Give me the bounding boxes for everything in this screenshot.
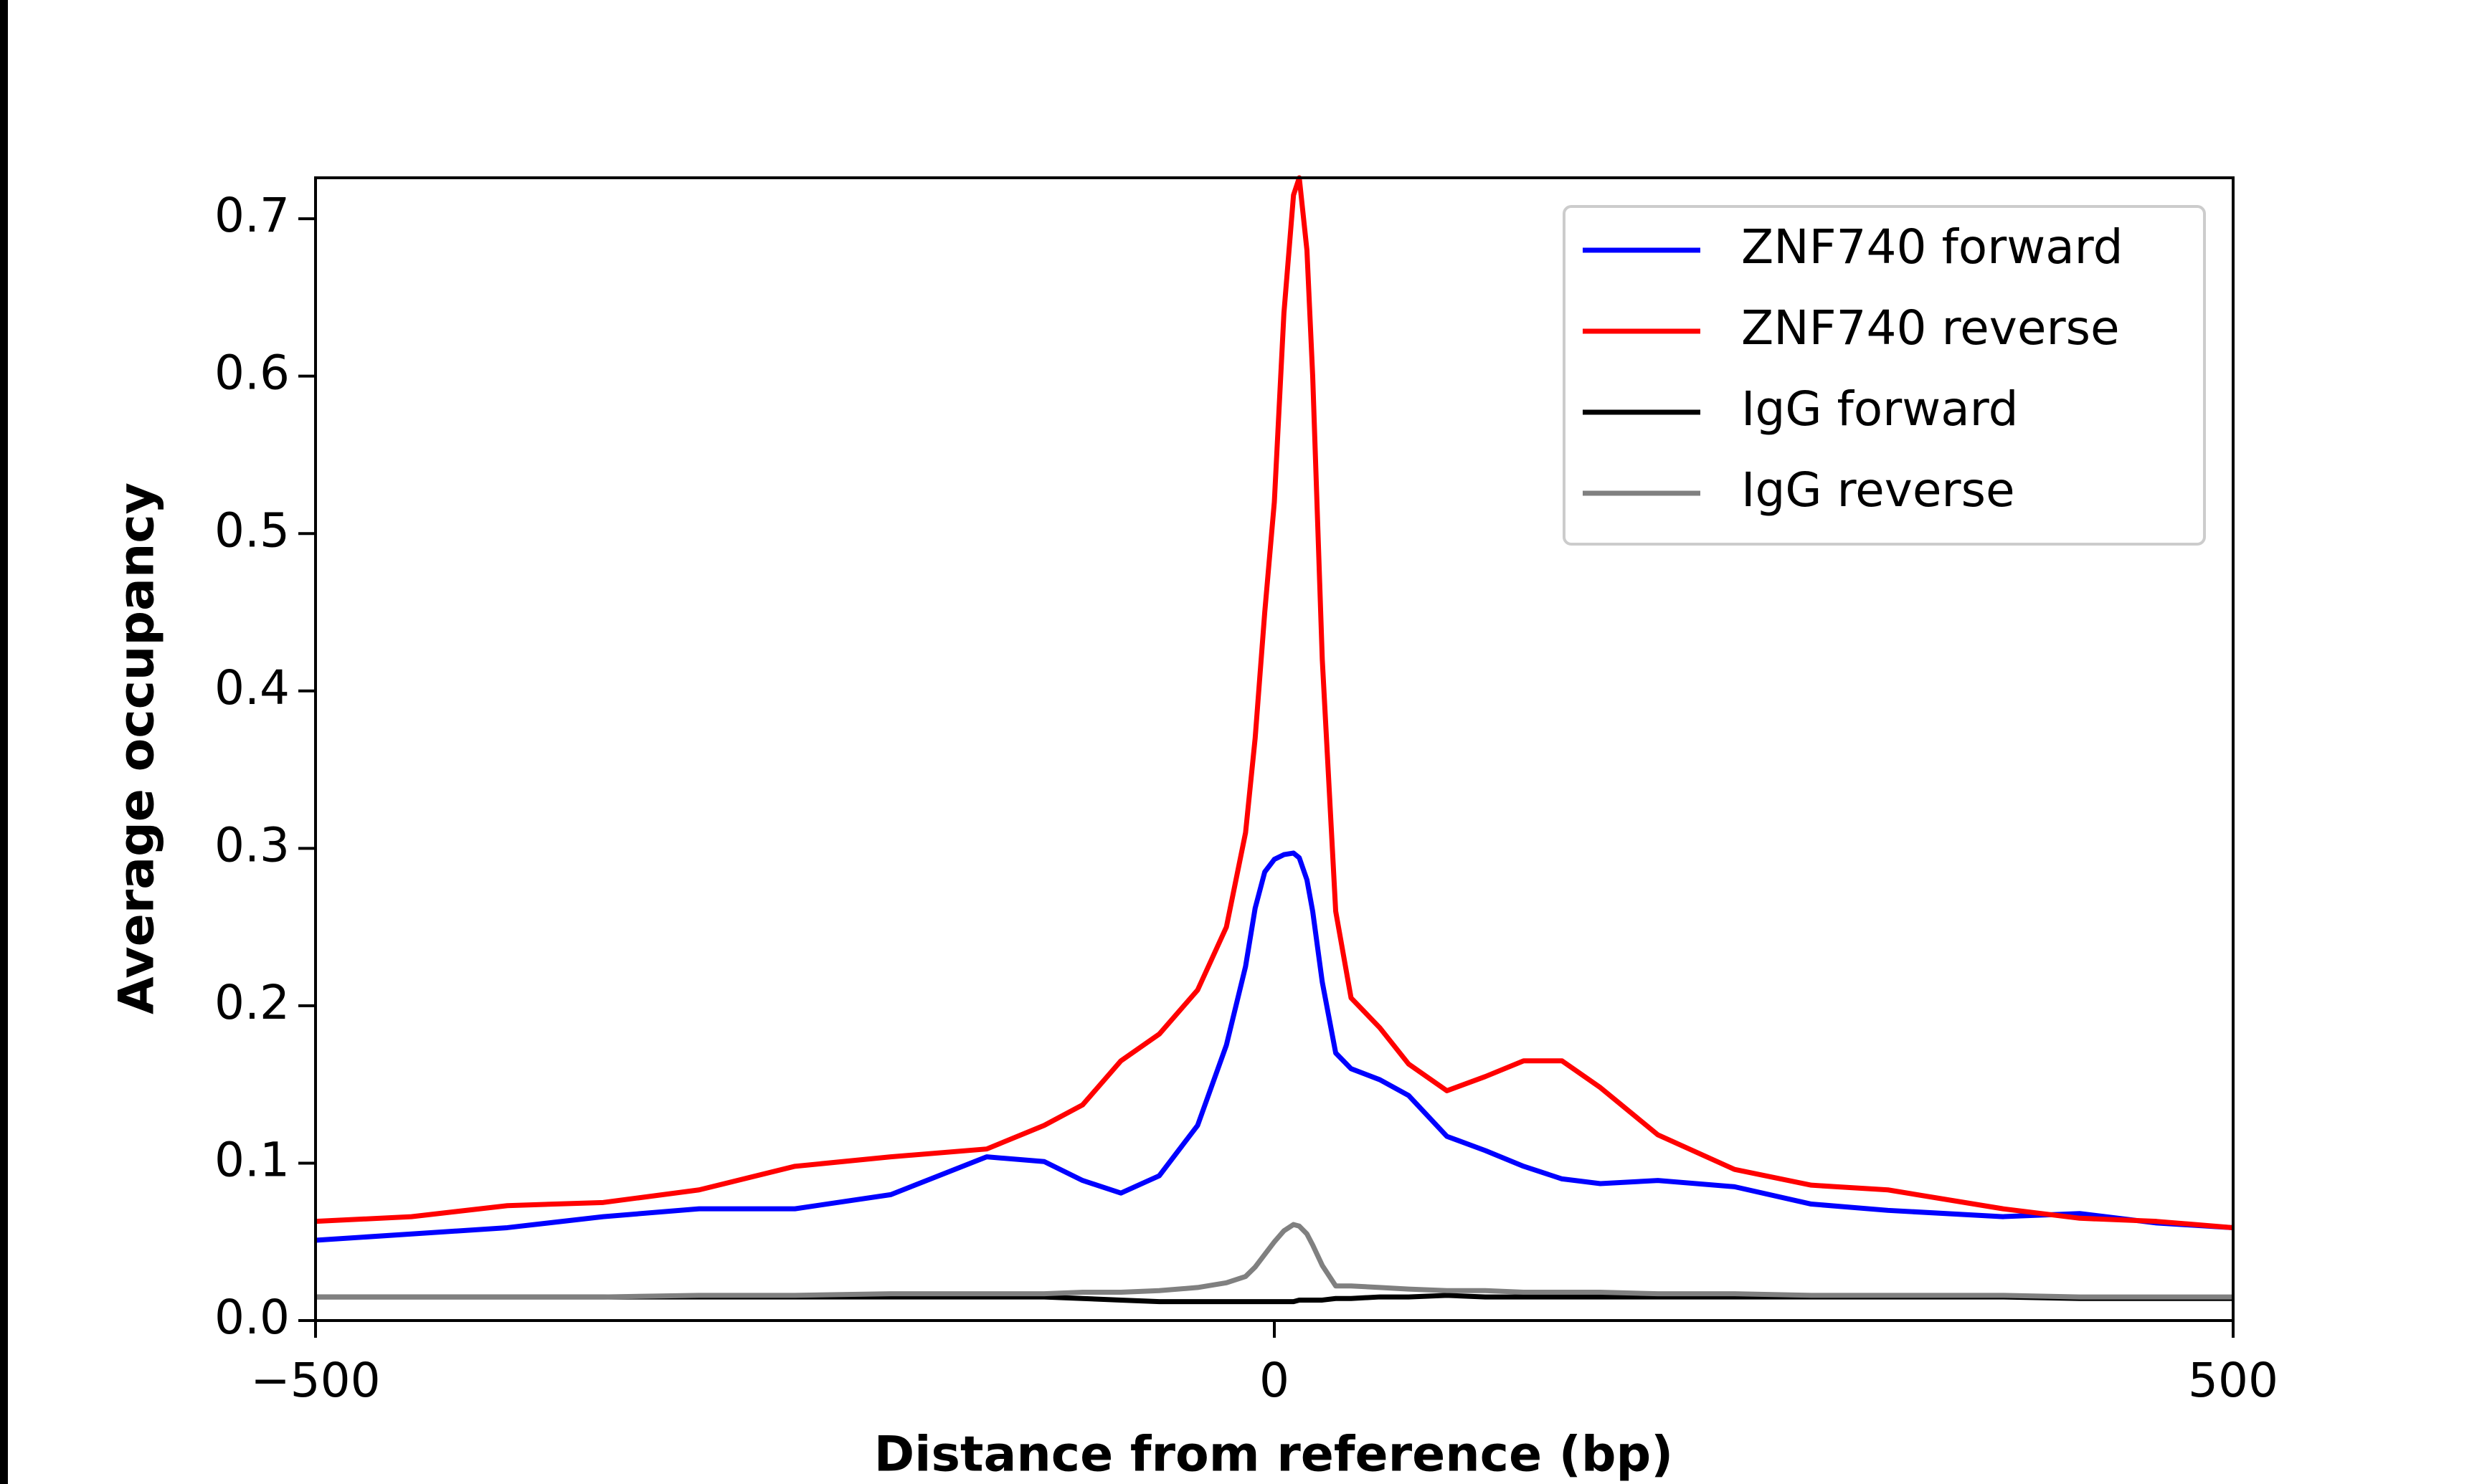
legend-box <box>1563 205 2206 546</box>
series-line <box>315 850 2234 1243</box>
x-tick-label: 0 <box>1259 1353 1289 1408</box>
left-edge <box>0 0 8 1484</box>
y-tick-label: 0.7 <box>214 188 290 243</box>
legend-label: ZNF740 reverse <box>1741 300 2120 356</box>
series-line <box>316 1293 2233 1305</box>
y-tick-label: 0.0 <box>214 1290 290 1345</box>
y-tick-label: 0.3 <box>214 817 290 872</box>
y-tick-label: 0.5 <box>214 503 290 558</box>
x-tick-label: 500 <box>2188 1353 2278 1408</box>
x-axis-label: Distance from reference (bp) <box>874 1427 1674 1483</box>
y-axis-label: Average occupancy <box>109 482 166 1014</box>
x-tick-label: −500 <box>250 1353 380 1408</box>
legend-label: IgG forward <box>1741 381 2019 437</box>
series-line <box>316 1222 2233 1300</box>
y-tick-label: 0.2 <box>214 975 290 1030</box>
legend-label: IgG reverse <box>1741 462 2015 518</box>
y-tick-label: 0.1 <box>214 1133 290 1188</box>
y-tick-label: 0.4 <box>214 660 290 715</box>
y-tick-label: 0.6 <box>214 346 290 401</box>
legend-label: ZNF740 forward <box>1741 219 2123 275</box>
